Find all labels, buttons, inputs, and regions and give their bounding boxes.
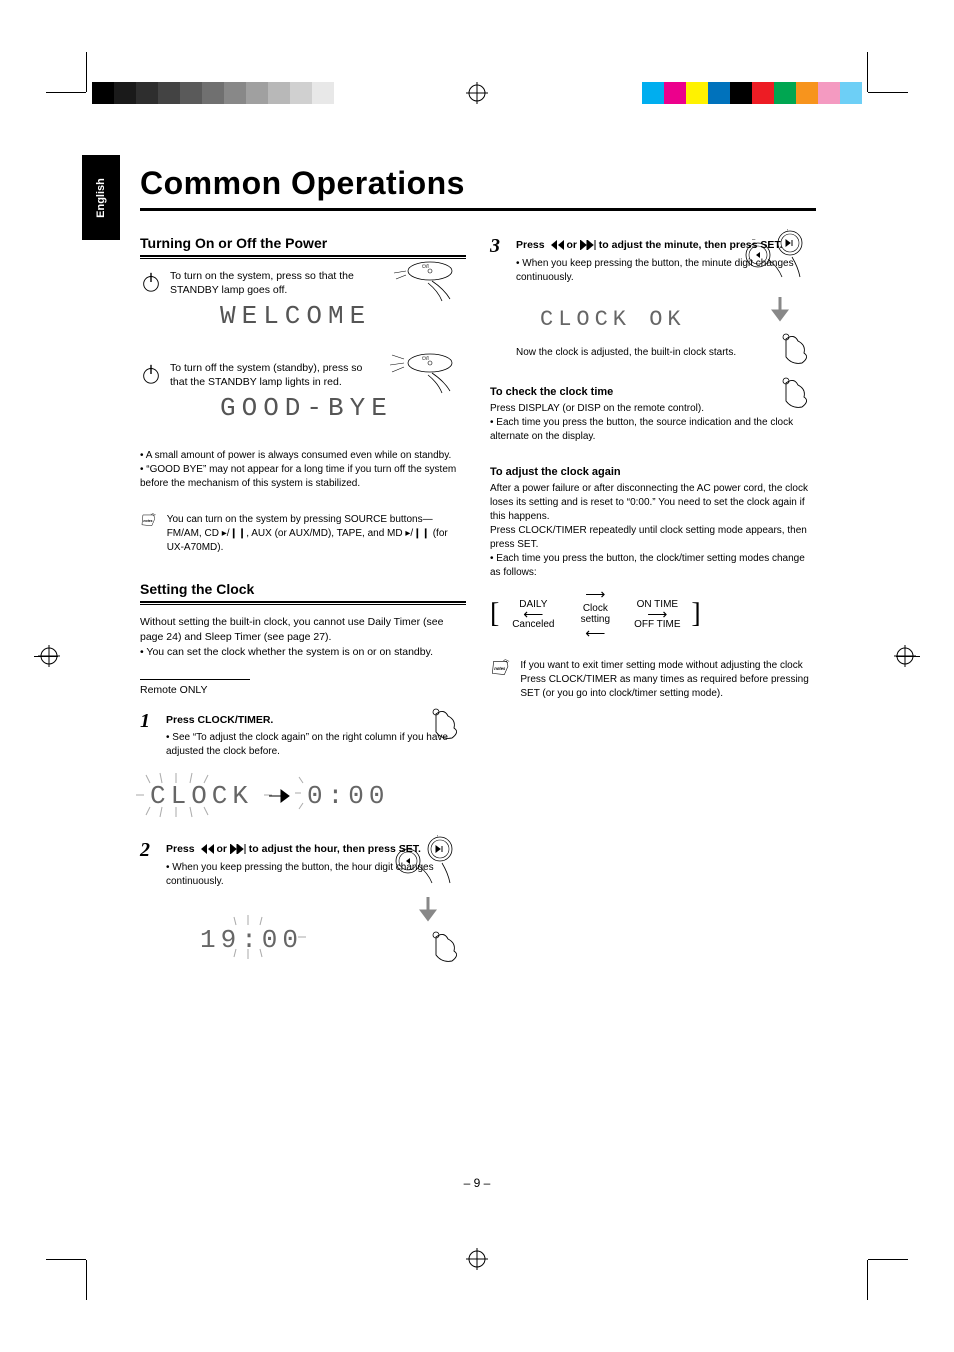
registration-mark bbox=[466, 82, 488, 104]
title-underline bbox=[140, 208, 816, 211]
flow-offtime: OFF TIME bbox=[629, 619, 685, 630]
heading-adjust-clock: To adjust the clock again bbox=[490, 466, 816, 478]
notes-icon: notes bbox=[490, 659, 510, 689]
remote-skip-buttons-graphic: – + bbox=[730, 229, 816, 292]
swatch bbox=[158, 82, 180, 104]
step1-text: Press CLOCK/TIMER. bbox=[166, 713, 466, 728]
remote-power-button-graphic: ⏻/I bbox=[390, 261, 460, 308]
heading-check-clock: To check the clock time bbox=[490, 386, 816, 398]
language-tab: English bbox=[82, 155, 120, 240]
power-off-text: To turn off the system (standby), press … bbox=[170, 361, 370, 389]
svg-text:+: + bbox=[436, 835, 440, 839]
power-icon bbox=[140, 363, 162, 385]
check-clock-text: Press DISPLAY (or DISP on the remote con… bbox=[490, 402, 816, 444]
hand-icon bbox=[780, 375, 812, 416]
crop-mark bbox=[867, 52, 868, 92]
display-goodbye: GOOD-BYE bbox=[220, 393, 393, 423]
swatch bbox=[136, 82, 158, 104]
swatch bbox=[114, 82, 136, 104]
hand-icon bbox=[780, 331, 812, 372]
prev-track-icon bbox=[548, 240, 564, 250]
step3-after: Now the clock is adjusted, the built-in … bbox=[516, 346, 816, 360]
registration-mark bbox=[466, 1248, 488, 1270]
sub-rule bbox=[140, 679, 250, 680]
swatch bbox=[730, 82, 752, 104]
next-track-icon bbox=[230, 844, 246, 854]
step1-note: • See “To adjust the clock again” on the… bbox=[166, 731, 466, 759]
arrow-down-icon bbox=[418, 895, 438, 928]
swatch bbox=[752, 82, 774, 104]
registration-mark bbox=[38, 645, 60, 667]
registration-mark bbox=[894, 645, 916, 667]
color-calibration-bar bbox=[642, 82, 862, 104]
display-clock: CLOCK bbox=[150, 781, 253, 811]
swatch bbox=[290, 82, 312, 104]
svg-text:notes: notes bbox=[143, 519, 152, 523]
page-title: Common Operations bbox=[140, 165, 820, 202]
power-on-text: To turn on the system, press so that the… bbox=[170, 269, 370, 297]
notes-power-text: You can turn on the system by pressing S… bbox=[167, 513, 466, 555]
crop-mark bbox=[46, 1259, 86, 1260]
svg-text:–: – bbox=[752, 237, 756, 243]
page-number: – 9 – bbox=[0, 1176, 954, 1190]
crop-mark bbox=[867, 1260, 868, 1300]
crop-mark bbox=[868, 1259, 908, 1260]
swatch bbox=[818, 82, 840, 104]
display-1900: 19:00 bbox=[200, 925, 466, 955]
standby-note: • A small amount of power is always cons… bbox=[140, 449, 466, 491]
svg-text:+: + bbox=[786, 229, 790, 233]
swatch bbox=[202, 82, 224, 104]
crop-mark bbox=[86, 1260, 87, 1300]
crop-mark bbox=[46, 92, 86, 93]
left-column: Turning On or Off the Power To turn on t… bbox=[140, 235, 466, 955]
power-icon bbox=[140, 271, 162, 293]
flow-clock-setting: Clock setting bbox=[567, 603, 623, 625]
hand-icon bbox=[430, 706, 462, 747]
svg-text:⏻/I: ⏻/I bbox=[422, 264, 429, 270]
heading-power: Turning On or Off the Power bbox=[140, 235, 466, 251]
swatch bbox=[312, 82, 334, 104]
crop-mark bbox=[868, 92, 908, 93]
swatch bbox=[268, 82, 290, 104]
remote-only-label: Remote ONLY bbox=[140, 684, 466, 696]
svg-text:notes: notes bbox=[494, 666, 506, 671]
mode-flow-diagram: [ DAILY ⟵ Canceled ⟶ Clock setting ⟵ ON … bbox=[490, 590, 816, 640]
swatch bbox=[224, 82, 246, 104]
flow-canceled: Canceled bbox=[505, 619, 561, 630]
next-track-icon bbox=[580, 240, 596, 250]
swatch bbox=[796, 82, 818, 104]
swatch bbox=[642, 82, 664, 104]
swatch bbox=[664, 82, 686, 104]
heading-clock: Setting the Clock bbox=[140, 581, 466, 597]
swatch bbox=[334, 82, 356, 104]
swatch bbox=[686, 82, 708, 104]
right-column: 3 Press or to adjust the minute, then pr… bbox=[490, 235, 816, 955]
swatch bbox=[840, 82, 862, 104]
remote-power-button-graphic: ⏻/I bbox=[390, 353, 460, 400]
swatch bbox=[708, 82, 730, 104]
svg-text:–: – bbox=[402, 843, 406, 849]
arrow-down-icon bbox=[770, 295, 790, 328]
swatch bbox=[92, 82, 114, 104]
adjust-clock-text: After a power failure or after disconnec… bbox=[490, 482, 816, 580]
prev-track-icon bbox=[198, 844, 214, 854]
display-welcome: WELCOME bbox=[220, 301, 371, 331]
clock-intro: Without setting the built-in clock, you … bbox=[140, 615, 466, 661]
swatch bbox=[774, 82, 796, 104]
notes-clock-text: If you want to exit timer setting mode w… bbox=[520, 659, 816, 701]
notes-icon: notes bbox=[140, 513, 157, 543]
display-000: 0:00 bbox=[307, 781, 389, 811]
svg-text:⏻/I: ⏻/I bbox=[422, 356, 429, 362]
language-tab-label: English bbox=[95, 178, 107, 218]
swatch bbox=[180, 82, 202, 104]
grayscale-calibration-bar bbox=[92, 82, 356, 104]
crop-mark bbox=[86, 52, 87, 92]
swatch bbox=[246, 82, 268, 104]
